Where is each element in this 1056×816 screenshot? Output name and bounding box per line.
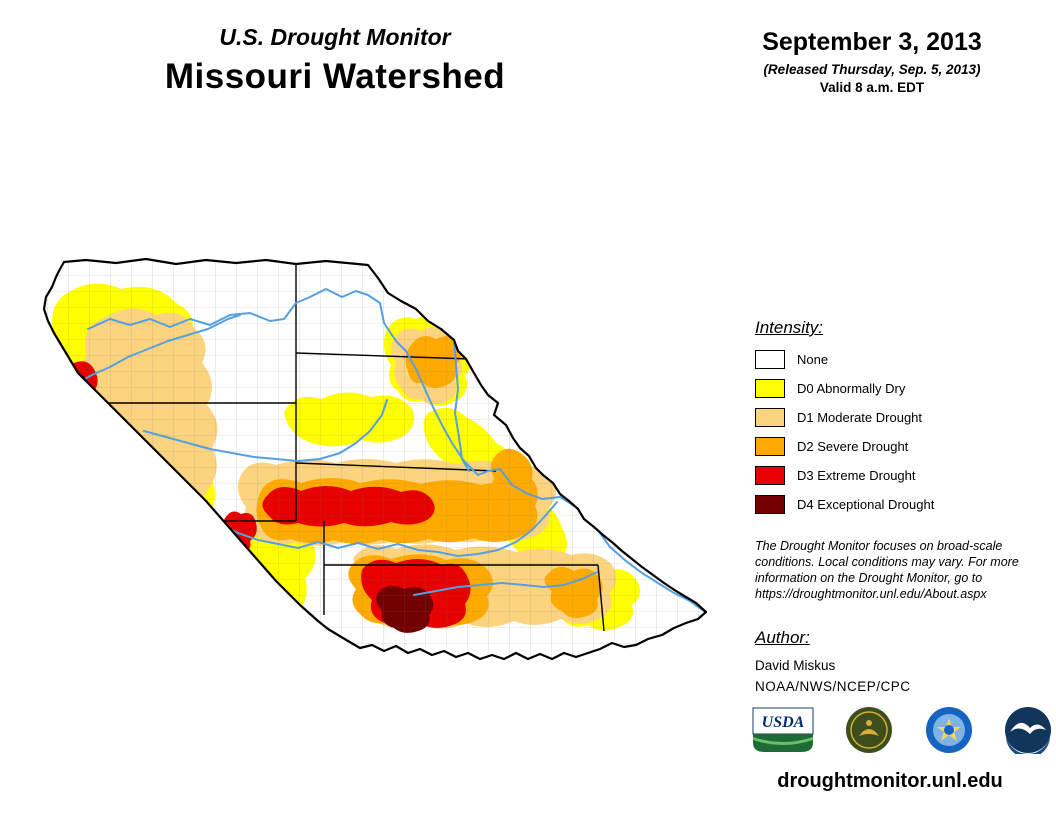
legend-item-d4: D4 Exceptional Drought — [755, 495, 1035, 514]
region-title: Missouri Watershed — [164, 57, 506, 96]
legend-swatch-none — [755, 350, 785, 369]
legend-label-d2: D2 Severe Drought — [797, 439, 909, 454]
platte-river — [175, 501, 558, 557]
legend-item-d0: D0 Abnormally Dry — [755, 379, 1035, 398]
legend-label-none: None — [797, 352, 829, 367]
author-heading: Author: — [755, 628, 810, 647]
watershed-map — [42, 257, 708, 661]
map-date: September 3, 2013 — [762, 28, 982, 56]
kansas-river — [413, 571, 598, 596]
report-title: U.S. Drought Monitor — [219, 24, 451, 50]
header-titles: U.S. Drought Monitor Missouri Watershed — [110, 24, 560, 97]
yellowstone-river — [73, 314, 241, 386]
county-boundaries — [44, 259, 706, 659]
state-boundaries — [51, 265, 605, 632]
legend-item-d1: D1 Moderate Drought — [755, 408, 1035, 427]
usda-logo: USDA — [752, 707, 814, 752]
legend-swatch-d1 — [755, 408, 785, 427]
legend-swatch-d4 — [755, 495, 785, 514]
site-url: droughtmonitor.unl.edu — [777, 770, 1003, 792]
legend: Intensity: None D0 Abnormally Dry D1 Mod… — [755, 318, 1035, 524]
legend-item-none: None — [755, 350, 1035, 369]
watershed-outline — [42, 257, 708, 661]
legend-swatch-d2 — [755, 437, 785, 456]
valid-time: Valid 8 a.m. EDT — [819, 80, 925, 95]
nws-logo — [925, 707, 972, 753]
author-name: David Miskus — [755, 658, 836, 673]
legend-label-d3: D3 Extreme Drought — [797, 468, 916, 483]
legend-swatch-d0 — [755, 379, 785, 398]
ndmc-logo — [846, 707, 893, 753]
noaa-logo — [1004, 707, 1051, 754]
legend-title: Intensity: — [755, 318, 824, 337]
cheyenne-river — [143, 399, 388, 462]
legend-item-d2: D2 Severe Drought — [755, 437, 1035, 456]
legend-item-d3: D3 Extreme Drought — [755, 466, 1035, 485]
legend-label-d4: D4 Exceptional Drought — [797, 497, 935, 512]
author-org: NOAA/NWS/NCEP/CPC — [755, 679, 911, 694]
legend-label-d1: D1 Moderate Drought — [797, 410, 923, 425]
disclaimer-text: The Drought Monitor focuses on broad-sca… — [755, 539, 1019, 601]
legend-label-d0: D0 Abnormally Dry — [797, 381, 906, 396]
logo-row: USDA — [752, 706, 1052, 754]
author-block: Author: David Miskus NOAA/NWS/NCEP/CPC — [755, 628, 1035, 694]
released-date: (Released Thursday, Sep. 5, 2013) — [763, 62, 981, 77]
usda-logo-text: USDA — [762, 714, 805, 731]
james-river — [453, 340, 470, 472]
legend-swatch-d3 — [755, 466, 785, 485]
header-dates: September 3, 2013 (Released Thursday, Se… — [712, 28, 1032, 95]
